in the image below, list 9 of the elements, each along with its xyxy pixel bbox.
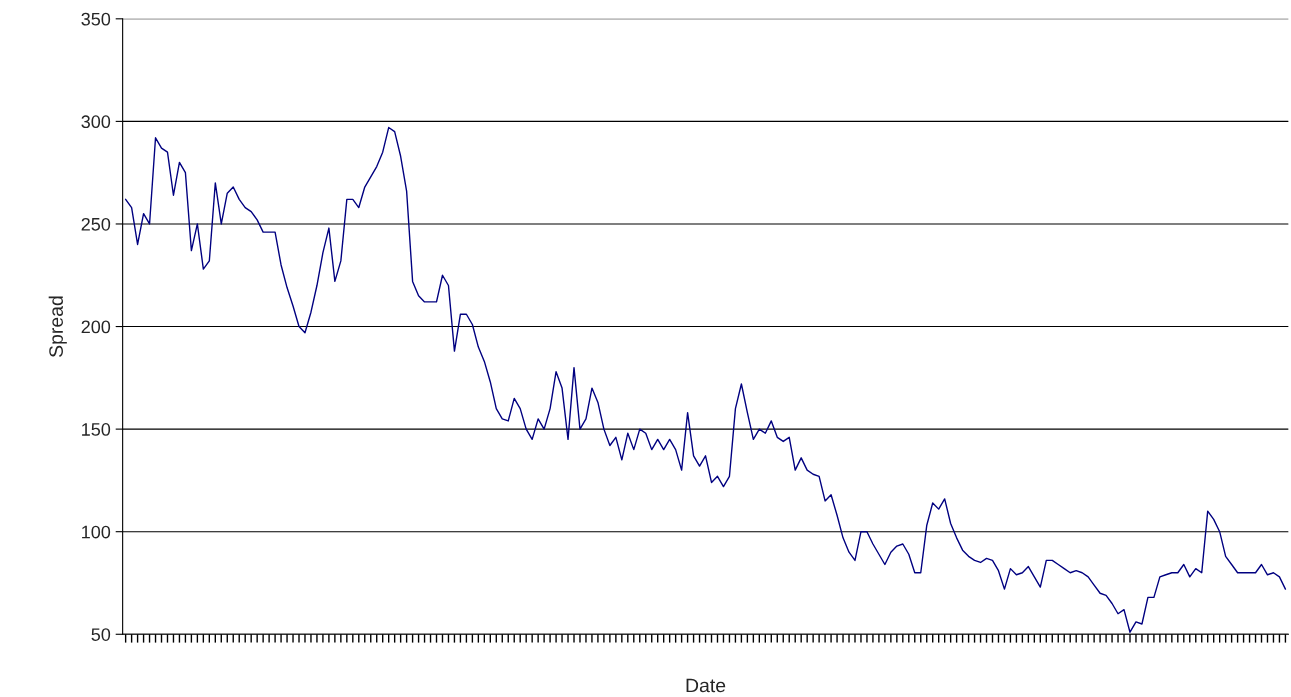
x-axis-title: Date <box>686 678 726 693</box>
y-tick-label: 300 <box>81 115 111 129</box>
y-tick-label: 150 <box>82 423 111 436</box>
y-tick-label: 200 <box>81 320 111 334</box>
y-tick-label: 250 <box>81 217 111 231</box>
y-tick-label: 50 <box>91 628 111 641</box>
y-tick-label: 100 <box>82 525 111 539</box>
y-axis-title: Spread <box>48 296 67 358</box>
y-tick-label: 350 <box>81 12 111 26</box>
